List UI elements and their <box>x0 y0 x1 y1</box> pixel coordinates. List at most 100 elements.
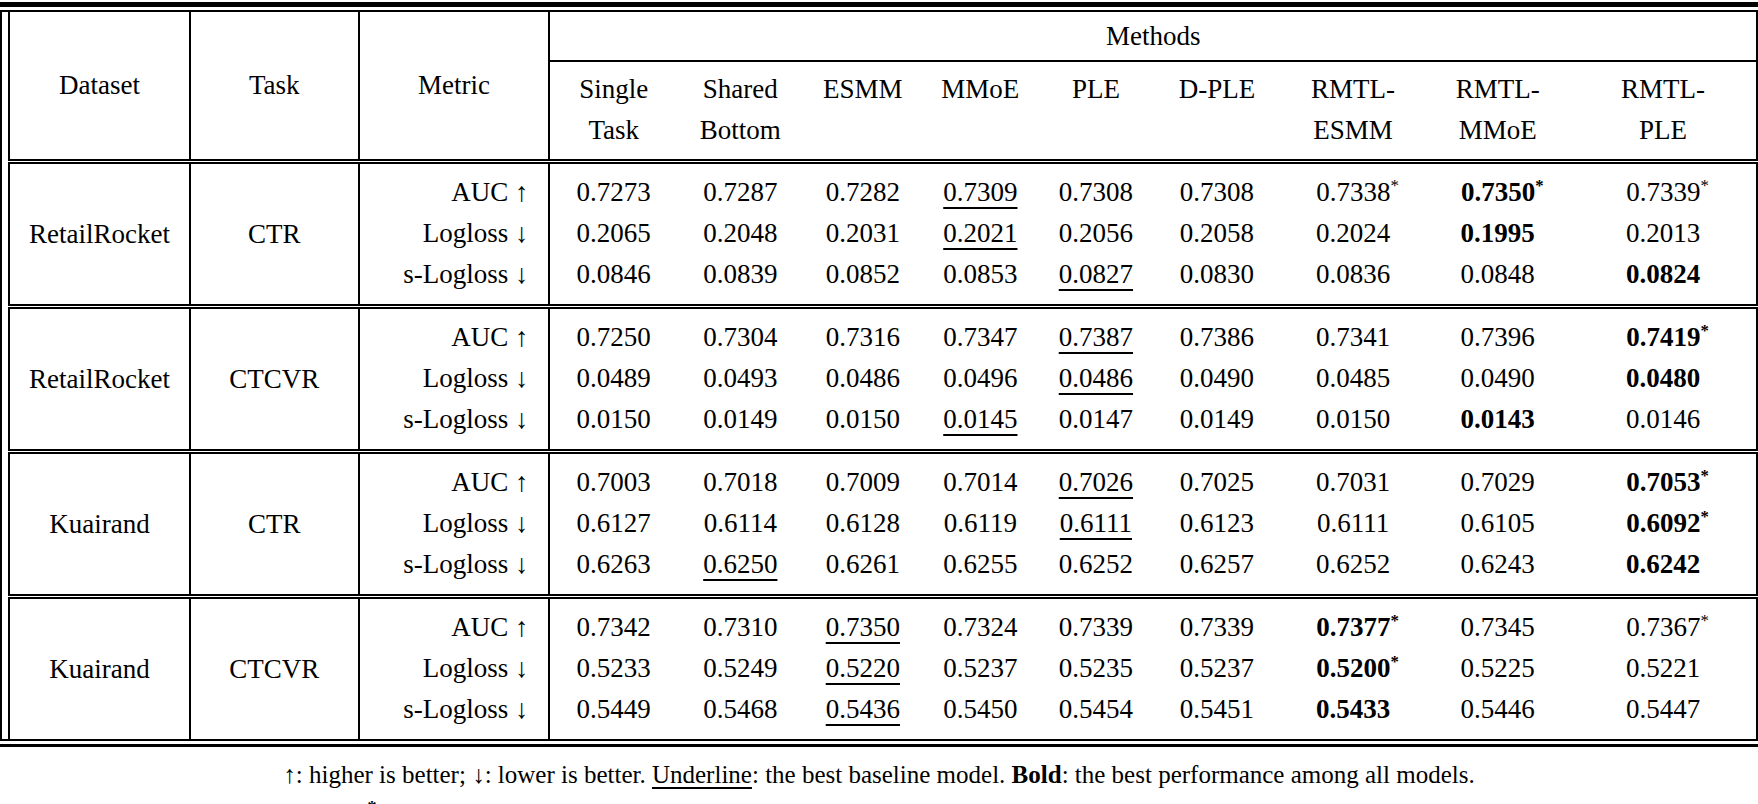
value-cell: 0.6263 <box>549 544 677 597</box>
value-cell: 0.0150 <box>804 399 923 452</box>
value-cell: 0.5433 <box>1281 689 1426 739</box>
significance-star: * <box>1535 176 1543 195</box>
col-header-method-sharedbottom: SharedBottom <box>677 61 804 162</box>
significance-star: * <box>1701 466 1709 485</box>
value-cell: 0.6257 <box>1153 544 1281 597</box>
results-table: Dataset Task Metric Methods SingleTaskSh… <box>8 12 1758 739</box>
value-cell: 0.0830 <box>1153 254 1281 307</box>
significance-star: * <box>1701 611 1709 630</box>
paper-results-table-figure: Dataset Task Metric Methods SingleTaskSh… <box>0 2 1758 804</box>
value-cell: 0.0827 <box>1039 254 1154 307</box>
value-cell: 0.7377* <box>1281 597 1426 649</box>
value-cell: 0.5468 <box>677 689 804 739</box>
value-cell: 0.0147 <box>1039 399 1154 452</box>
metric-cell: s-Logloss ↓ <box>359 254 550 307</box>
col-header-methods-group: Methods <box>549 12 1757 61</box>
value-cell: 0.0149 <box>1153 399 1281 452</box>
metric-cell: s-Logloss ↓ <box>359 399 550 452</box>
value-cell: 0.5225 <box>1425 648 1570 689</box>
value-cell: 0.7053* <box>1570 452 1757 504</box>
value-cell: 0.7396 <box>1425 307 1570 359</box>
value-cell: 0.7345 <box>1425 597 1570 649</box>
value-cell: 0.5200* <box>1281 648 1426 689</box>
value-cell: 0.6242 <box>1570 544 1757 597</box>
table-header: Dataset Task Metric Methods SingleTaskSh… <box>9 12 1757 162</box>
metric-cell: Logloss ↓ <box>359 358 550 399</box>
col-header-task: Task <box>190 12 359 162</box>
value-cell: 0.7339* <box>1570 162 1757 214</box>
value-cell: 0.6252 <box>1281 544 1426 597</box>
table-bottom-thin-rule <box>0 739 1758 741</box>
value-cell: 0.0853 <box>922 254 1039 307</box>
metric-cell: AUC ↑ <box>359 162 550 214</box>
value-cell: 0.7009 <box>804 452 923 504</box>
col-header-method-d-ple: D-PLE <box>1153 61 1281 162</box>
value-cell: 0.7339 <box>1153 597 1281 649</box>
metric-cell: s-Logloss ↓ <box>359 544 550 597</box>
metric-cell: Logloss ↓ <box>359 503 550 544</box>
col-header-method-mmoe: MMoE <box>922 61 1039 162</box>
metric-row: RetailRocketCTRAUC ↑0.72730.72870.72820.… <box>9 162 1757 214</box>
footnote-line-2: “*”: the statistically significant impro… <box>0 795 1758 804</box>
value-cell: 0.0836 <box>1281 254 1426 307</box>
value-cell: 0.0485 <box>1281 358 1426 399</box>
col-header-method-rmtl-ple: RMTL-PLE <box>1570 61 1757 162</box>
value-cell: 0.7342 <box>549 597 677 649</box>
value-cell: 0.5249 <box>677 648 804 689</box>
value-cell: 0.6250 <box>677 544 804 597</box>
value-cell: 0.2058 <box>1153 213 1281 254</box>
value-cell: 0.0146 <box>1570 399 1757 452</box>
col-header-method-singletask: SingleTask <box>549 61 677 162</box>
value-cell: 0.5220 <box>804 648 923 689</box>
col-header-method-rmtl-mmoe: RMTL-MMoE <box>1425 61 1570 162</box>
significance-star: * <box>1701 176 1709 195</box>
value-cell: 0.0846 <box>549 254 677 307</box>
table-wrap: Dataset Task Metric Methods SingleTaskSh… <box>0 12 1758 739</box>
value-cell: 0.5450 <box>922 689 1039 739</box>
footnote-line-1: ↑: higher is better; ↓: lower is better.… <box>0 755 1758 795</box>
value-cell: 0.5235 <box>1039 648 1154 689</box>
value-cell: 0.6252 <box>1039 544 1154 597</box>
value-cell: 0.5451 <box>1153 689 1281 739</box>
value-cell: 0.6114 <box>677 503 804 544</box>
value-cell: 0.7031 <box>1281 452 1426 504</box>
col-header-dataset: Dataset <box>9 12 190 162</box>
value-cell: 0.7014 <box>922 452 1039 504</box>
value-cell: 0.0150 <box>549 399 677 452</box>
value-cell: 0.7347 <box>922 307 1039 359</box>
task-cell: CTCVR <box>190 597 359 740</box>
task-cell: CTR <box>190 452 359 597</box>
value-cell: 0.1995 <box>1425 213 1570 254</box>
value-cell: 0.6119 <box>922 503 1039 544</box>
dataset-cell: RetailRocket <box>9 162 190 307</box>
value-cell: 0.7310 <box>677 597 804 649</box>
value-cell: 0.6105 <box>1425 503 1570 544</box>
value-cell: 0.2031 <box>804 213 923 254</box>
value-cell: 0.0149 <box>677 399 804 452</box>
metric-row: RetailRocketCTCVRAUC ↑0.72500.73040.7316… <box>9 307 1757 359</box>
value-cell: 0.0143 <box>1425 399 1570 452</box>
table-footnotes: ↑: higher is better; ↓: lower is better.… <box>0 755 1758 804</box>
value-cell: 0.7309 <box>922 162 1039 214</box>
value-cell: 0.6092* <box>1570 503 1757 544</box>
value-cell: 0.5449 <box>549 689 677 739</box>
metric-cell: Logloss ↓ <box>359 213 550 254</box>
significance-star: * <box>1391 652 1399 671</box>
value-cell: 0.6255 <box>922 544 1039 597</box>
col-header-metric: Metric <box>359 12 550 162</box>
value-cell: 0.0145 <box>922 399 1039 452</box>
value-cell: 0.7018 <box>677 452 804 504</box>
col-header-method-ple: PLE <box>1039 61 1154 162</box>
value-cell: 0.7029 <box>1425 452 1570 504</box>
value-cell: 0.5237 <box>1153 648 1281 689</box>
significance-star: * <box>1701 507 1709 526</box>
value-cell: 0.5221 <box>1570 648 1757 689</box>
value-cell: 0.7341 <box>1281 307 1426 359</box>
dataset-cell: RetailRocket <box>9 307 190 452</box>
value-cell: 0.5447 <box>1570 689 1757 739</box>
metric-row: KuairandCTCVRAUC ↑0.73420.73100.73500.73… <box>9 597 1757 649</box>
value-cell: 0.0493 <box>677 358 804 399</box>
value-cell: 0.0486 <box>804 358 923 399</box>
table-top-thick-rule <box>0 2 1758 7</box>
col-header-method-rmtl-esmm: RMTL-ESMM <box>1281 61 1426 162</box>
